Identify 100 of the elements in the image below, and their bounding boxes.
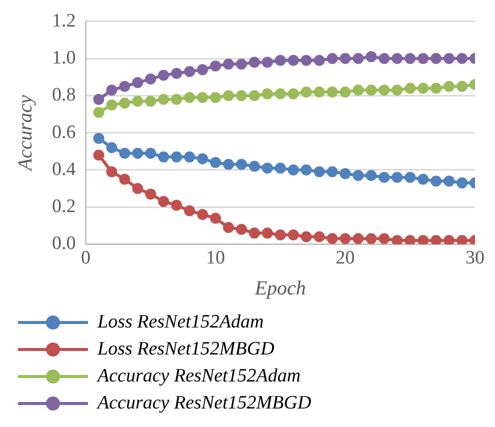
point [340,233,351,244]
point [314,86,325,98]
point [300,54,312,66]
y-tick-label: 0.4 [52,158,76,180]
point [106,166,118,178]
point [184,151,196,162]
point [145,96,156,107]
point [300,164,312,176]
point [314,231,325,242]
point [352,170,364,182]
point [236,224,247,235]
point [418,82,429,94]
point [145,73,156,84]
point [352,233,364,244]
point [444,53,455,64]
point [119,174,130,185]
point [222,90,234,102]
point [430,53,442,64]
legend-label: Accuracy ResNet152Adam [96,366,301,386]
point [456,234,468,244]
point [456,80,468,92]
point [326,166,338,178]
point [171,200,182,211]
legend-label: Loss ResNet152MBGD [96,338,275,360]
point [119,80,130,92]
point [340,168,351,180]
point [430,176,442,187]
point [93,94,104,105]
point [378,233,390,244]
point [352,53,364,64]
point [418,53,429,64]
point [300,86,312,98]
point [392,53,403,64]
legend-label: Loss ResNet152Adam [96,312,264,332]
point [392,234,403,244]
point [262,56,273,68]
point [210,212,221,224]
point [197,64,208,76]
x-tick-label: 0 [81,248,90,269]
point [392,172,403,183]
point [456,177,468,188]
point [444,176,455,187]
point [262,88,273,100]
point [404,172,416,183]
point [274,229,286,240]
point [456,53,468,64]
y-tick-label: 0.8 [52,84,76,106]
point [197,208,208,220]
point [326,53,338,64]
point [326,86,338,98]
point [248,90,260,102]
point [404,234,416,244]
point [236,158,247,170]
point [404,53,416,64]
point [352,84,364,96]
point [314,54,325,66]
point [236,90,247,102]
point [404,82,416,94]
x-axis-title: Epoch [254,277,306,300]
point [326,233,338,244]
point [300,231,312,242]
point [248,160,260,172]
point [106,99,118,110]
point [392,84,403,96]
point [274,54,286,66]
point [210,157,221,168]
point [288,54,299,66]
point [288,229,299,240]
y-axis-title: Accuracy [14,94,36,173]
y-tick-label: 1.0 [52,48,76,69]
y-tick-label: 0.6 [52,122,76,143]
point [145,148,156,159]
point [248,228,260,239]
point [184,66,196,78]
point [340,53,351,64]
point [366,51,377,62]
point [93,150,104,161]
y-tick-label: 0.0 [52,233,76,254]
x-tick-label: 30 [466,248,484,269]
point [430,234,442,244]
point [132,148,144,159]
point [366,170,377,182]
point [340,86,351,98]
point [93,106,104,118]
point [145,188,156,200]
point [418,174,429,185]
point [210,60,221,72]
point [171,68,182,79]
point [132,183,144,194]
point [93,132,104,144]
point [378,172,390,183]
point [288,88,299,100]
point [184,205,196,216]
point [444,234,455,244]
point [378,84,390,96]
point [366,84,377,96]
point [288,164,299,176]
point [171,151,182,162]
point [274,88,286,100]
point [197,153,208,164]
